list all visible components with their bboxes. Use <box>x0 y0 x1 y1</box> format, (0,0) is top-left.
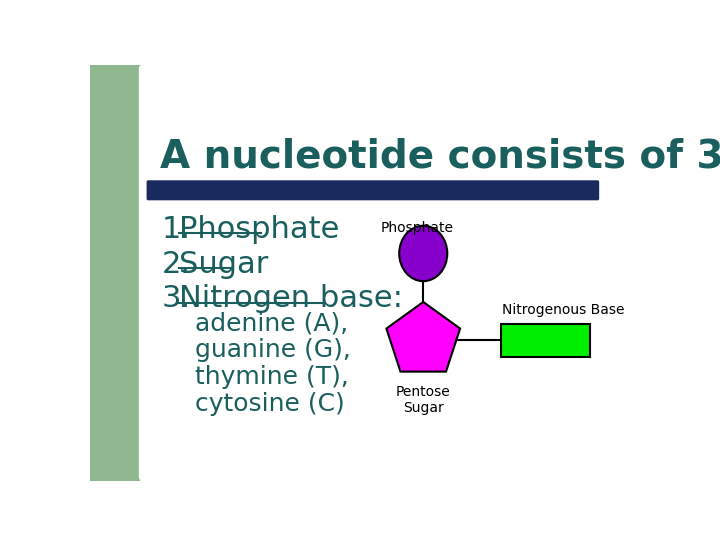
FancyBboxPatch shape <box>147 180 599 200</box>
Text: adenine (A),: adenine (A), <box>194 311 348 335</box>
Text: 2.: 2. <box>161 249 190 279</box>
Text: Phosphate: Phosphate <box>179 215 340 244</box>
Bar <box>90 65 140 481</box>
Text: 3.: 3. <box>161 284 190 313</box>
Bar <box>140 65 276 150</box>
Text: A nucleotide consists of 3 parts:: A nucleotide consists of 3 parts: <box>160 138 720 176</box>
Text: Nitrogenous Base: Nitrogenous Base <box>503 303 625 318</box>
Text: Phosphate: Phosphate <box>381 221 454 235</box>
Text: Nitrogen base:: Nitrogen base: <box>179 284 403 313</box>
Polygon shape <box>387 302 460 372</box>
Text: Sugar: Sugar <box>179 249 269 279</box>
Ellipse shape <box>399 226 447 281</box>
Text: thymine (T),: thymine (T), <box>194 365 348 389</box>
Text: cytosine (C): cytosine (C) <box>194 392 344 416</box>
Text: Pentose
Sugar: Pentose Sugar <box>396 385 451 415</box>
Text: 1.: 1. <box>161 215 190 244</box>
FancyBboxPatch shape <box>139 65 647 481</box>
Bar <box>500 323 590 357</box>
Text: guanine (G),: guanine (G), <box>194 338 351 362</box>
